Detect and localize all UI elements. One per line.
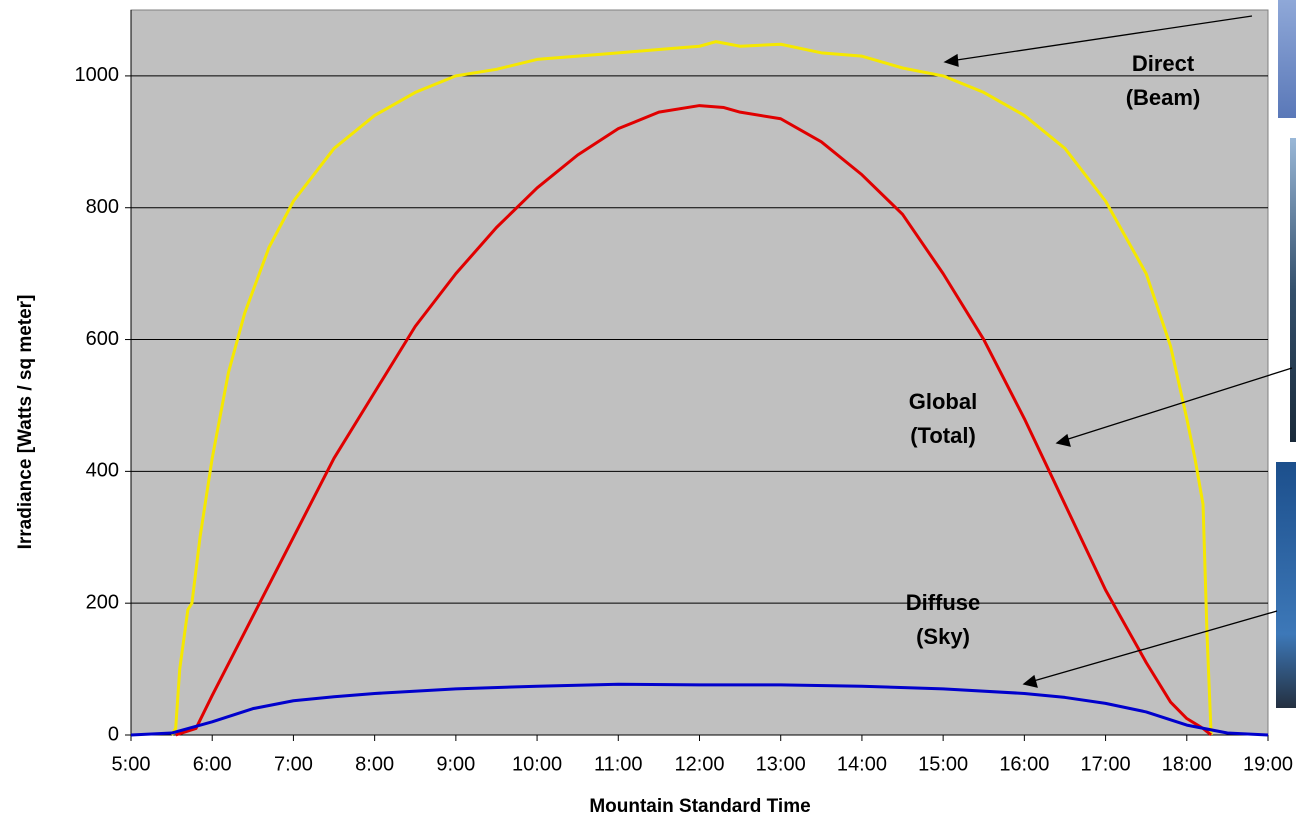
annotation: (Beam) xyxy=(1126,85,1201,110)
x-axis-label: Mountain Standard Time xyxy=(589,796,810,817)
y-tick-label: 0 xyxy=(108,723,119,745)
y-tick-label: 200 xyxy=(86,591,119,613)
photo xyxy=(1276,462,1296,708)
annotation: Direct xyxy=(1132,51,1195,76)
photo xyxy=(1290,138,1296,442)
arrow xyxy=(1061,367,1293,442)
x-tick-label: 18:00 xyxy=(1162,753,1212,775)
y-tick-label: 600 xyxy=(86,328,119,350)
arrows xyxy=(943,15,1293,688)
arrowhead xyxy=(1055,433,1071,447)
x-tick-label: 17:00 xyxy=(1081,753,1131,775)
x-tick-label: 7:00 xyxy=(274,753,313,775)
annotation: (Total) xyxy=(910,423,976,448)
plot-area: 0 200 400 600 800 1000 5:00 6:00 7:00 8:00 9:00 10:… xyxy=(75,9,1293,775)
series-line xyxy=(170,40,1213,736)
x-tick-label: 12:00 xyxy=(674,753,724,775)
arrowhead xyxy=(1022,674,1038,688)
x-tick-label: 6:00 xyxy=(193,753,232,775)
x-tick-label: 16:00 xyxy=(999,753,1049,775)
y-tick-label: 400 xyxy=(86,460,119,482)
x-tick-label: 15:00 xyxy=(918,753,968,775)
x-tick-label: 8:00 xyxy=(355,753,394,775)
x-tick-label: 5:00 xyxy=(112,753,151,775)
series-line xyxy=(175,104,1213,737)
y-tick-label: 800 xyxy=(86,196,119,218)
arrowhead xyxy=(943,53,959,67)
annotation: Diffuse xyxy=(906,590,981,615)
x-tick-label: 14:00 xyxy=(837,753,887,775)
x-tick-label: 10:00 xyxy=(512,753,562,775)
x-tick-label: 19:00 xyxy=(1243,753,1293,775)
y-tick-label: 1000 xyxy=(75,64,120,86)
annotation: (Sky) xyxy=(916,624,970,649)
arrow xyxy=(949,15,1253,62)
series-line xyxy=(130,682,1269,737)
x-tick-label: 13:00 xyxy=(756,753,806,775)
arrow xyxy=(1029,610,1278,683)
photo xyxy=(1278,0,1296,118)
y-axis-label: Irradiance [Watts / sq meter] xyxy=(15,295,36,550)
plot-background xyxy=(130,9,1269,736)
x-tick-label: 9:00 xyxy=(436,753,475,775)
x-tick-label: 11:00 xyxy=(594,753,643,775)
annotation: Global xyxy=(909,389,977,414)
